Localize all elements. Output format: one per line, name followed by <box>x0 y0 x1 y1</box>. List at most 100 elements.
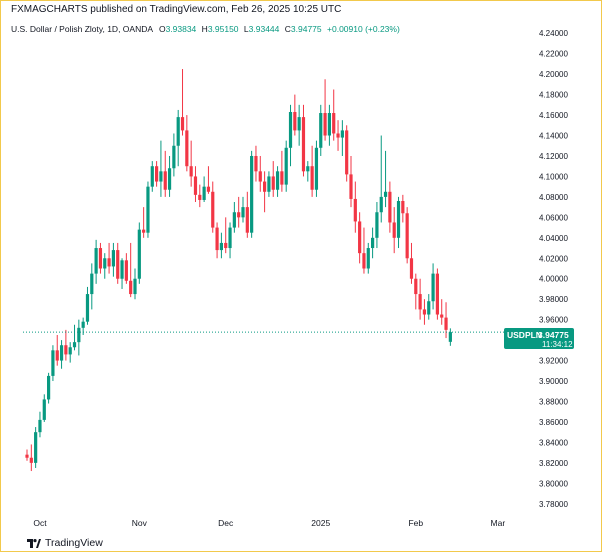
y-tick-label: 4.08000 <box>539 193 568 202</box>
y-tick-label: 4.06000 <box>539 213 568 222</box>
y-tick-label: 4.16000 <box>539 111 568 120</box>
candle-body-down <box>29 457 33 463</box>
candle-body-up <box>72 342 77 348</box>
y-tick-label: 4.14000 <box>539 132 568 141</box>
close-value: 3.94775 <box>291 24 322 34</box>
candle-body-up <box>228 227 232 249</box>
y-tick-label: 4.22000 <box>539 50 568 59</box>
y-tick-label: 3.90000 <box>539 377 568 386</box>
candle-body-down <box>107 258 111 267</box>
high-label: H <box>202 24 208 34</box>
tradingview-branding[interactable]: TradingView <box>27 537 103 549</box>
candle-body-down <box>206 186 211 192</box>
candle-body-up <box>427 301 431 315</box>
close-label: C <box>285 24 291 34</box>
candle-body-down <box>271 176 275 190</box>
candle-body-up <box>176 117 180 146</box>
candle-body-down <box>245 207 249 233</box>
candle-body-up <box>306 166 310 172</box>
candle-body-up <box>94 248 98 274</box>
low-label: L <box>244 24 249 34</box>
candle-body-down <box>185 130 189 167</box>
candle-body-down <box>189 166 193 177</box>
candle-body-up <box>275 171 280 190</box>
x-tick-label: Mar <box>491 518 506 528</box>
candle-body-down <box>25 454 29 458</box>
candle-body-up <box>34 432 38 463</box>
candle-body-down <box>332 113 336 134</box>
candle-body-up <box>111 250 115 267</box>
candle-body-down <box>418 294 422 310</box>
candle-body-up <box>297 117 301 131</box>
candle-body-down <box>64 345 68 355</box>
y-tick-label: 4.20000 <box>539 70 568 79</box>
candle-body-up <box>327 113 331 136</box>
candle-body-up <box>150 166 154 187</box>
candle-body-up <box>284 147 288 185</box>
candle-body-down <box>409 258 414 279</box>
candle-body-up <box>38 419 42 433</box>
candle-body-down <box>323 113 327 136</box>
candle-body-up <box>232 212 236 228</box>
candle-body-down <box>401 200 405 214</box>
candle-body-up <box>431 273 435 302</box>
candle-body-up <box>172 145 176 169</box>
y-tick-label: 4.12000 <box>539 152 568 161</box>
candle-body-up <box>133 278 137 295</box>
candle-body-down <box>388 191 392 223</box>
y-tick-label: 3.86000 <box>539 418 568 427</box>
x-tick-label: Nov <box>132 518 148 528</box>
candle-body-down <box>349 174 353 199</box>
candle-body-down <box>280 171 284 185</box>
high-value: 3.95150 <box>208 24 239 34</box>
candle-body-up <box>103 258 107 269</box>
candle-body-up <box>68 347 72 355</box>
candle-body-up <box>47 375 51 400</box>
open-value: 3.93834 <box>166 24 197 34</box>
candle-body-up <box>167 168 172 190</box>
y-tick-label: 4.00000 <box>539 275 568 284</box>
candle-body-up <box>366 248 370 269</box>
candle-body-up <box>383 191 388 197</box>
candle-body-up <box>90 273 94 295</box>
candle-body-down <box>353 198 357 222</box>
legend-line: U.S. Dollar / Polish Zloty, 1D, OANDA O3… <box>11 24 400 34</box>
y-tick-label: 4.18000 <box>539 91 568 100</box>
candle-body-down <box>193 176 198 195</box>
candle-body-down <box>358 221 362 254</box>
candle-body-down <box>224 242 228 249</box>
candle-body-down <box>155 166 159 182</box>
y-tick-label: 4.02000 <box>539 254 568 263</box>
candle-body-down <box>263 181 267 192</box>
candle-body-up <box>288 111 293 148</box>
candle-body-up <box>202 186 206 200</box>
symbol-price-tag-bg <box>504 328 574 349</box>
time-axis[interactable]: Oct Nov Dec 2025 Feb Mar <box>33 518 505 528</box>
symbol-price-tag: USDPLN 3.94775 11:34:12 <box>504 328 574 349</box>
current-price-label: 3.94775 <box>538 330 569 340</box>
candle-body-down <box>310 166 314 190</box>
x-tick-label: 2025 <box>311 518 330 528</box>
candle-body-up <box>51 350 55 376</box>
chart-title: U.S. Dollar / Polish Zloty, 1D, OANDA <box>11 24 153 34</box>
candle-body-up <box>267 176 271 192</box>
y-tick-label: 3.88000 <box>539 397 568 406</box>
candle-body-up <box>314 147 319 190</box>
candle-body-up <box>319 113 323 148</box>
candle-body-down <box>440 314 444 318</box>
candle-body-down <box>211 191 215 228</box>
candle-body-down <box>345 130 349 175</box>
candle-body-down <box>124 260 128 281</box>
candle-body-down <box>215 227 219 251</box>
candle-body-up <box>375 212 379 238</box>
y-tick-label: 4.24000 <box>539 29 568 38</box>
candle-body-down <box>435 273 439 315</box>
price-axis[interactable]: 4.24000 4.22000 4.20000 4.18000 4.16000 4.140… <box>539 29 568 509</box>
x-tick-label: Feb <box>408 518 423 528</box>
tradingview-logo-icon <box>27 538 41 548</box>
y-tick-label: 3.96000 <box>539 316 568 325</box>
candle-body-down <box>198 194 202 200</box>
y-tick-label: 3.80000 <box>539 479 568 488</box>
candle-body-up <box>219 242 223 251</box>
